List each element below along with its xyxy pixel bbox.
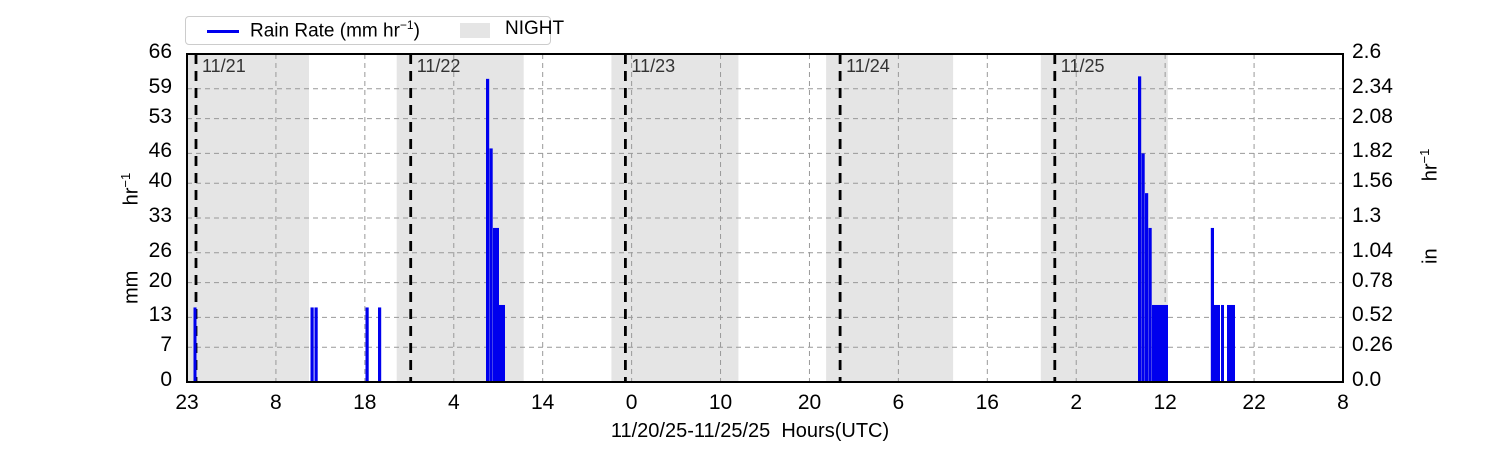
svg-text:11/22: 11/22 [417,56,461,76]
svg-text:11/23: 11/23 [631,56,675,76]
svg-text:11/21: 11/21 [202,56,246,76]
svg-text:11/24: 11/24 [846,56,890,76]
svg-text:11/25: 11/25 [1061,56,1105,76]
